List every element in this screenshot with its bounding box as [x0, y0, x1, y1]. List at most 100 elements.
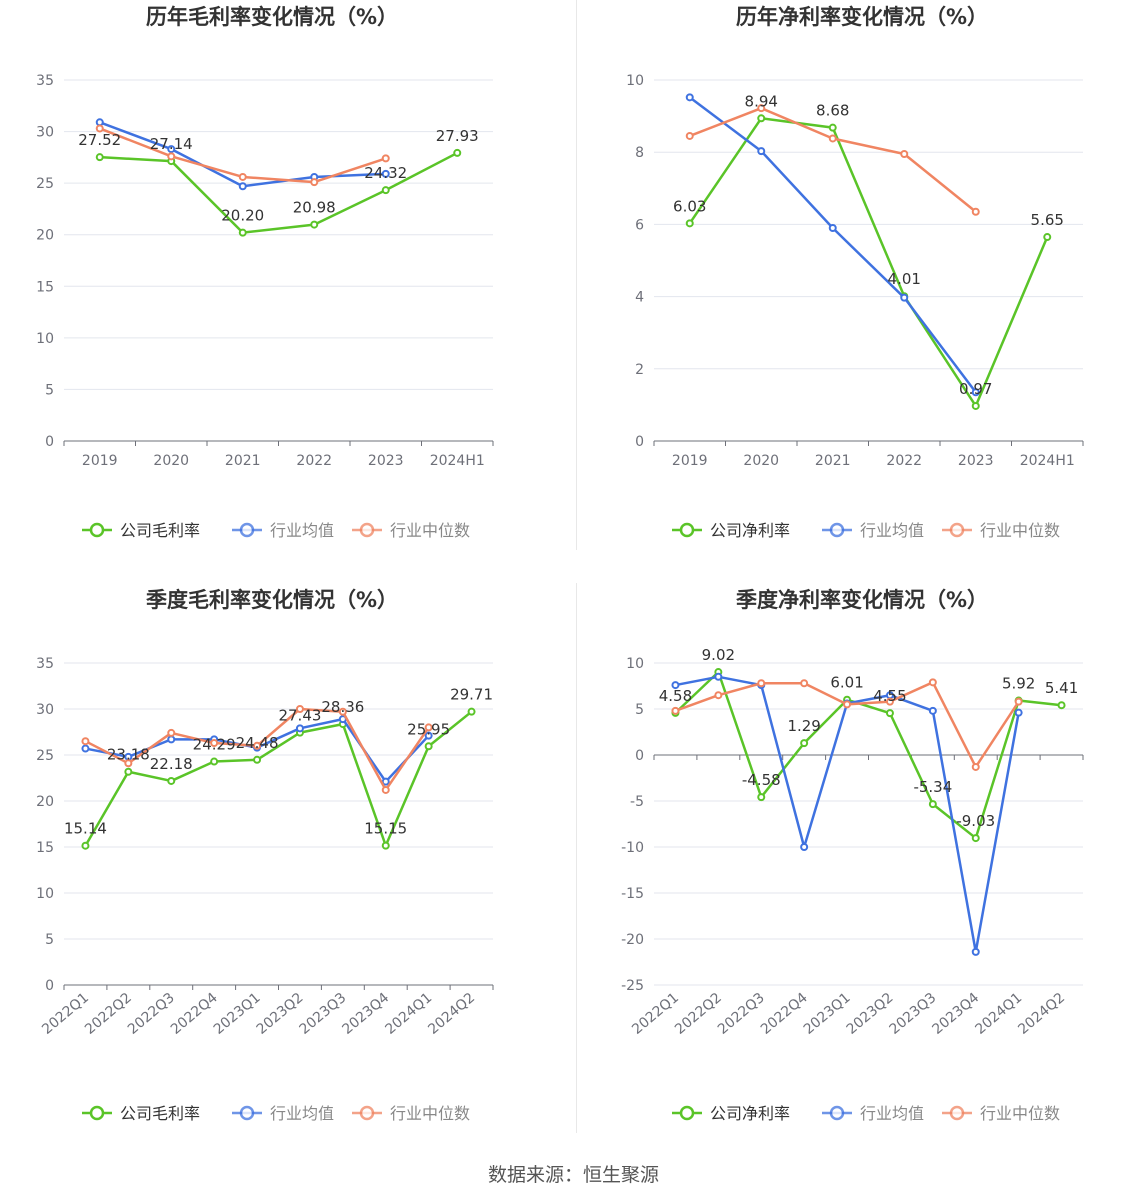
data-point-industry_avg [971, 947, 980, 956]
data-point-company [424, 742, 433, 751]
x-tick-label: 2019 [82, 453, 118, 469]
y-tick-label: 35 [36, 73, 54, 89]
legend-marker [239, 522, 255, 538]
data-point-company [453, 148, 462, 157]
data-label: 15.14 [64, 820, 107, 838]
annual-net-margin-svg: 历年净利率变化情况（%） 0 2 4 6 8 10 2019 2020 2021 2022 2023 2… [626, 5, 1084, 540]
legend-marker [239, 1105, 255, 1121]
y-tick-label: 0 [635, 748, 644, 764]
y-tick-label: 30 [36, 125, 54, 141]
x-tick-label: 2021 [815, 453, 851, 469]
data-label: 29.71 [450, 686, 493, 704]
data-point-industry_avg [800, 843, 809, 851]
legend-marker [679, 522, 695, 538]
y-tick-label: 0 [45, 978, 54, 994]
quarterly-net-margin-svg: 季度净利率变化情况（%）-25-20-15-10-505102022Q12022… [621, 588, 1084, 1123]
x-tick-label: 2023Q3 [887, 990, 940, 1038]
legend-label: 公司净利率 [710, 521, 790, 540]
data-point-industry_median [167, 152, 176, 161]
data-point-company [310, 220, 319, 229]
data-point-industry_avg [167, 735, 176, 744]
data-label: 4.58 [659, 687, 692, 705]
y-tick-label: 8 [635, 145, 644, 161]
data-label: 9.02 [702, 646, 735, 664]
x-tick-label: 2022Q4 [758, 990, 811, 1038]
data-point-industry_median [238, 172, 247, 181]
quarterly-gross-margin-chart: 季度毛利率变化情况（%） 0 5 10 15 20 25 30 35 2022Q1 2022Q2 20… [0, 583, 573, 1166]
legend-label: 行业均值 [270, 521, 334, 540]
data-point-industry_avg [971, 388, 980, 397]
x-tick-label: 2019 [672, 453, 708, 469]
data-point-company [167, 776, 176, 785]
x-tick-label: 2024Q1 [382, 990, 435, 1038]
data-point-company [467, 707, 476, 716]
annual-gross-margin-svg: 历年毛利率变化情况（%） 0 5 10 15 20 25 30 35 2019 2020 2021 20… [36, 5, 494, 540]
data-point-industry_median [885, 697, 894, 706]
quarterly-net-margin-chart: 季度净利率变化情况（%） -25 -20 -15 -10 -5 0 5 10 2022Q1 2022… [590, 583, 1147, 1166]
legend-marker [829, 522, 845, 538]
chart-title: 历年毛利率变化情况（%） [146, 5, 398, 29]
x-tick-label: 2024Q2 [1015, 990, 1068, 1038]
data-point-industry_avg [671, 681, 680, 690]
legend-marker [679, 1105, 695, 1121]
x-tick-label: 2023Q3 [297, 990, 350, 1038]
data-point-industry_avg [381, 169, 390, 178]
data-point-industry_median [843, 700, 852, 709]
data-point-company [381, 841, 390, 850]
x-tick-label: 2023Q1 [211, 990, 264, 1038]
data-label: 15.15 [364, 820, 407, 838]
legend-marker [89, 522, 105, 538]
data-point-industry_avg [167, 145, 176, 154]
data-point-industry_median [685, 131, 694, 140]
data-label: 20.98 [293, 199, 336, 217]
x-tick-label: 2022Q3 [125, 990, 178, 1038]
data-point-industry_avg [928, 706, 937, 715]
x-tick-label: 2022 [296, 453, 332, 469]
x-tick-label: 2023Q1 [801, 990, 854, 1038]
data-point-company [1057, 701, 1066, 710]
data-point-industry_median [971, 762, 980, 771]
legend-marker [949, 522, 965, 538]
data-point-industry_median [124, 759, 133, 768]
y-tick-label: 30 [36, 702, 54, 718]
data-point-industry_median [971, 207, 980, 216]
data-point-industry_avg [900, 293, 909, 302]
data-point-industry_median [210, 739, 219, 748]
data-point-company [95, 153, 104, 162]
x-tick-label: 2024H1 [1020, 453, 1075, 469]
data-point-industry_median [900, 150, 909, 159]
y-tick-label: 5 [635, 702, 644, 718]
legend-label: 行业均值 [860, 1104, 924, 1123]
data-label: 20.20 [221, 207, 264, 225]
data-point-company [828, 123, 837, 132]
data-point-industry_avg [238, 182, 247, 191]
data-point-industry_median [310, 178, 319, 187]
x-tick-label: 2022Q2 [672, 990, 725, 1038]
y-tick-label: 25 [36, 748, 54, 764]
vertical-divider-bottom [576, 583, 577, 1133]
data-source-label: 数据来源：恒生聚源 [487, 1164, 659, 1186]
chart-title: 历年净利率变化情况（%） [736, 5, 988, 29]
legend-label: 行业中位数 [980, 1104, 1060, 1123]
data-point-industry_avg [714, 672, 723, 681]
x-tick-label: 2020 [153, 453, 189, 469]
data-point-company [381, 186, 390, 195]
data-point-company [885, 709, 894, 718]
y-tick-label: 15 [36, 279, 54, 295]
data-label: 5.41 [1045, 679, 1078, 697]
data-label: 8.68 [816, 102, 849, 120]
legend-label: 行业中位数 [390, 521, 470, 540]
data-label: 23.18 [107, 746, 150, 764]
x-tick-label: 2024Q1 [972, 990, 1025, 1038]
data-point-company [971, 401, 980, 410]
data-point-industry_median [338, 707, 347, 716]
data-point-industry_median [757, 679, 766, 688]
legend-label: 行业中位数 [390, 1104, 470, 1123]
data-point-industry_median [381, 785, 390, 794]
x-tick-label: 2022Q2 [82, 990, 135, 1038]
annual-net-margin-chart: 历年净利率变化情况（%） 0 2 4 6 8 10 2019 2020 2021 2022 2023 2… [590, 0, 1147, 583]
data-label: 5.65 [1031, 211, 1064, 229]
data-label: 27.93 [436, 127, 479, 145]
data-point-industry_median [167, 728, 176, 737]
data-point-company [971, 834, 980, 843]
